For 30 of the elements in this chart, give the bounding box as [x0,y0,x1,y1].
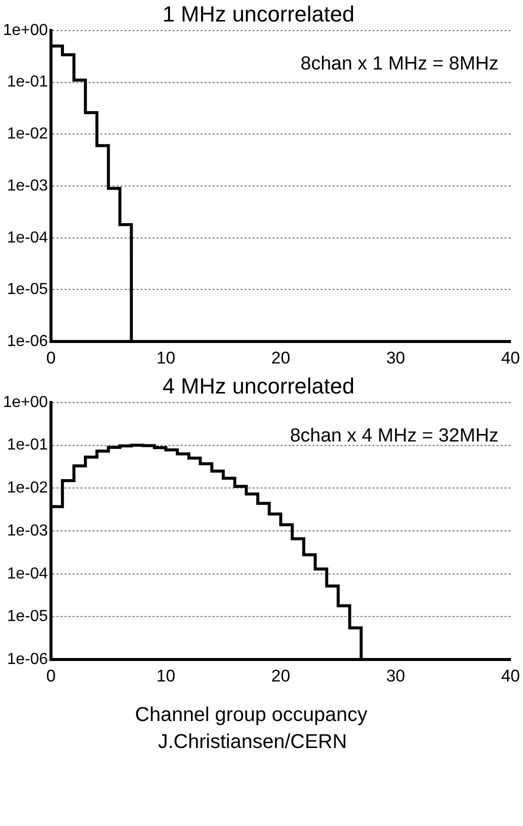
annotation: 8chan x 4 MHz = 32MHz [290,426,499,447]
y-tick-label: 1e-06 [7,333,48,350]
x-tick-label: 0 [46,348,56,368]
x-tick-label: 20 [271,348,290,368]
y-tick-label: 1e-04 [7,229,48,246]
y-tick-label: 1e-03 [7,177,48,194]
y-tick-label: 1e-02 [7,126,48,143]
x-tick-label: 0 [46,666,56,686]
x-tick-label: 30 [386,666,406,686]
x-tick-label: 20 [271,666,290,686]
x-tick-label: 40 [501,666,520,686]
y-tick-label: 1e-03 [7,522,48,540]
x-tick-label: 30 [386,348,406,368]
y-tick-label: 1e-01 [7,74,48,91]
chart-title: 4 MHz uncorrelated [162,373,354,398]
y-tick-label: 1e-06 [7,651,48,668]
x-tick-label: 10 [156,666,176,686]
y-tick-label: 1e-01 [7,436,48,454]
y-tick-label: 1e+00 [3,22,48,39]
y-tick-label: 1e-05 [7,281,48,298]
y-tick-label: 1e-02 [7,480,48,497]
y-tick-label: 1e+00 [3,394,48,411]
x-tick-label: 10 [156,348,176,368]
y-tick-label: 1e-04 [7,565,48,582]
text: J.Christiansen/CERN [157,731,348,754]
x-tick-label: 40 [501,348,520,368]
y-tick-label: 1e-05 [7,608,48,626]
annotation: 8chan x 1 MHz = 8MHz [300,54,499,75]
x-axis-title: Channel group occupancy [134,704,368,727]
chart-title: 1 MHz uncorrelated [162,1,354,26]
